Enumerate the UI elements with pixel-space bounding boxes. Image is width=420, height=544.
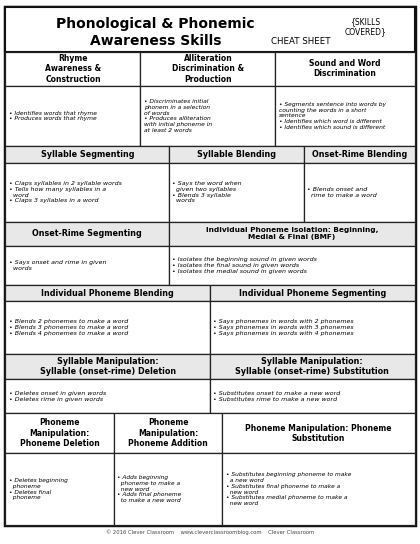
Text: • Isolates the beginning sound in given words
• Isolates the final sound in give: • Isolates the beginning sound in given … [173, 257, 318, 274]
Bar [140, 52, 276, 86]
Bar [222, 454, 415, 525]
Bar [276, 52, 415, 86]
Text: • Says phonemes in words with 2 phonemes
• Says phonemes in words with 3 phoneme: • Says phonemes in words with 2 phonemes… [213, 319, 354, 336]
Text: Individual Phoneme Isolation: Beginning,
Medial & Final (BMF): Individual Phoneme Isolation: Beginning,… [205, 227, 378, 240]
Bar [5, 7, 415, 52]
Text: • Discriminates initial
phonem in a selection
of words
• Produces alliteration
w: • Discriminates initial phonem in a sele… [144, 99, 212, 133]
Text: Phoneme Manipulation: Phoneme
Substitution: Phoneme Manipulation: Phoneme Substituti… [245, 424, 392, 443]
Text: • Says onset and rime in given
  words: • Says onset and rime in given words [9, 260, 106, 271]
Bar [5, 146, 169, 163]
Text: Individual Phoneme Segmenting: Individual Phoneme Segmenting [239, 288, 386, 298]
Bar [276, 86, 415, 146]
Text: Awareness Skills: Awareness Skills [89, 34, 221, 48]
Bar [210, 355, 415, 379]
Text: Syllable Blending: Syllable Blending [197, 150, 276, 159]
Bar [5, 86, 140, 146]
Text: • Segments sentence into words by
counting the words in a short
sentence
• Ident: • Segments sentence into words by counti… [279, 102, 386, 130]
Text: Syllable Manipulation:
Syllable (onset-rime) Substitution: Syllable Manipulation: Syllable (onset-r… [235, 357, 389, 376]
Bar [210, 301, 415, 355]
Text: • Claps syllables in 2 syllable words
• Tells how many syllables in a
  word
• C: • Claps syllables in 2 syllable words • … [9, 181, 122, 203]
Text: Alliteration
Discrimination &
Production: Alliteration Discrimination & Production [172, 54, 244, 84]
Text: • Identifies words that rhyme
• Produces words that rhyme: • Identifies words that rhyme • Produces… [9, 110, 97, 121]
Text: • Deletes beginning
  phoneme
• Deletes final
  phoneme: • Deletes beginning phoneme • Deletes fi… [9, 478, 68, 500]
Text: CHEAT SHEET: CHEAT SHEET [271, 37, 331, 46]
Bar [114, 413, 222, 454]
Bar [210, 286, 415, 301]
Text: • Substitutes beginning phoneme to make
  a new word
• Substitutes final phoneme: • Substitutes beginning phoneme to make … [226, 472, 351, 506]
Text: Syllable Segmenting: Syllable Segmenting [40, 150, 134, 159]
Bar [5, 379, 210, 413]
Bar [5, 246, 169, 286]
Bar [169, 146, 304, 163]
Text: Rhyme
Awareness &
Construction: Rhyme Awareness & Construction [45, 54, 101, 84]
Text: • Substitutes onset to make a new word
• Substitutes rime to make a new word: • Substitutes onset to make a new word •… [213, 391, 341, 401]
Bar [140, 86, 276, 146]
Bar [5, 286, 210, 301]
Bar [5, 301, 210, 355]
Bar [5, 355, 210, 379]
Bar [222, 413, 415, 454]
Text: Individual Phoneme Blending: Individual Phoneme Blending [41, 288, 174, 298]
Bar [169, 246, 415, 286]
Bar [5, 52, 140, 86]
Text: Sound and Word
Discrimination: Sound and Word Discrimination [309, 59, 381, 78]
Bar [114, 454, 222, 525]
Text: Onset-Rime Blending: Onset-Rime Blending [312, 150, 407, 159]
Bar [5, 163, 169, 221]
Bar [304, 146, 415, 163]
Text: Phoneme
Manipulation:
Phoneme Deletion: Phoneme Manipulation: Phoneme Deletion [20, 418, 100, 448]
Bar [5, 221, 169, 246]
Bar [169, 221, 415, 246]
Text: • Says the word when
  given two syllables
• Blends 3 syllable
  words: • Says the word when given two syllables… [173, 181, 242, 203]
Bar [210, 379, 415, 413]
Text: Onset-Rime Segmenting: Onset-Rime Segmenting [32, 229, 142, 238]
Text: • Blends 2 phonemes to make a word
• Blends 3 phonemes to make a word
• Blends 4: • Blends 2 phonemes to make a word • Ble… [9, 319, 128, 336]
Text: • Adds beginning
  phoneme to make a
  new word
• Adds final phoneme
  to make a: • Adds beginning phoneme to make a new w… [117, 475, 181, 503]
Text: • Deletes onset in given words
• Deletes rime in given words: • Deletes onset in given words • Deletes… [9, 391, 106, 401]
Bar [169, 163, 304, 221]
Bar [304, 163, 415, 221]
Text: © 2016 Clever Classroom    www.cleverclassroomblog.com    Clever Classroom: © 2016 Clever Classroom www.cleverclassr… [106, 529, 314, 535]
Text: • Blends onset and
  rime to make a word: • Blends onset and rime to make a word [307, 187, 377, 197]
Bar [5, 413, 114, 454]
Text: Syllable Manipulation:
Syllable (onset-rime) Deletion: Syllable Manipulation: Syllable (onset-r… [39, 357, 176, 376]
Text: {SKILLS
COVERED}: {SKILLS COVERED} [344, 17, 386, 36]
Text: Phoneme
Manipulation:
Phoneme Addition: Phoneme Manipulation: Phoneme Addition [128, 418, 208, 448]
Text: Phonological & Phonemic: Phonological & Phonemic [56, 17, 255, 32]
Bar [5, 454, 114, 525]
